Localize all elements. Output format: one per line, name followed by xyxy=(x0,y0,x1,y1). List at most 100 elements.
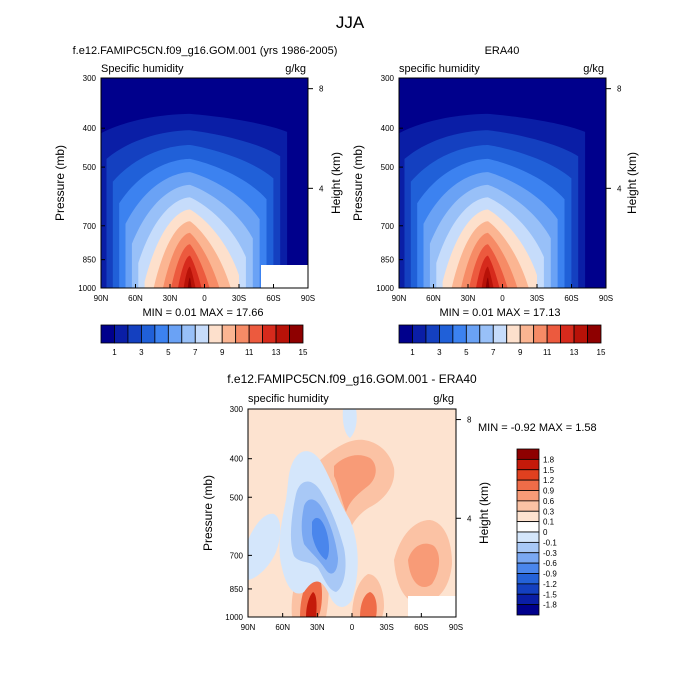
panel-model: f.e12.FAMIPC5CN.f09_g16.GOM.001 (yrs 198… xyxy=(53,45,343,357)
negative-region-left-edge xyxy=(248,513,281,580)
colorbar-swatch xyxy=(516,573,540,585)
colorbar-label: 13 xyxy=(570,348,579,357)
colorbar-label: 1.5 xyxy=(543,466,555,475)
colorbar-label: 0.6 xyxy=(543,497,555,506)
panel-era40-title: ERA40 xyxy=(485,45,520,57)
y-tick-label: 700 xyxy=(83,222,97,231)
colorbar-label: 3 xyxy=(139,348,144,357)
colorbar-swatch xyxy=(519,324,535,344)
colorbar-swatch xyxy=(516,448,540,460)
colorbar-swatch xyxy=(587,324,602,344)
x-tick-label: 90N xyxy=(392,294,407,303)
x-tick-label: 30S xyxy=(232,294,246,303)
colorbar-label: 11 xyxy=(245,348,254,357)
y-tick-label: 400 xyxy=(230,455,244,464)
panel-era40-plot xyxy=(399,78,606,288)
height-tick-label: 4 xyxy=(467,514,472,523)
panel-difference-missing-region xyxy=(408,596,456,617)
panel-era40-contours xyxy=(399,113,586,288)
x-tick-label: 0 xyxy=(202,294,207,303)
colorbar-label: -1.5 xyxy=(543,590,557,599)
x-tick-label: 60S xyxy=(564,294,578,303)
panel-difference-y-ticks: 300 400 500 700 850 1000 xyxy=(225,405,252,622)
y-tick-label: 500 xyxy=(230,493,244,502)
panel-difference-stats: MIN = -0.92 MAX = 1.58 xyxy=(478,422,597,434)
x-tick-label: 30N xyxy=(310,623,325,632)
colorbar-swatch xyxy=(492,324,508,344)
x-tick-label: 30S xyxy=(530,294,544,303)
height-tick-label: 8 xyxy=(617,85,622,94)
colorbar-label: 5 xyxy=(464,348,469,357)
positive-region-surface-right-core xyxy=(360,592,377,617)
negative-region-main-core xyxy=(312,517,329,560)
panel-model-y-ticks: 300 400 500 700 850 1000 xyxy=(78,74,105,293)
colorbar-label: 9 xyxy=(518,348,523,357)
colorbar-label: -0.6 xyxy=(543,559,557,568)
colorbar-label: -0.1 xyxy=(543,538,557,547)
colorbar-label: 0 xyxy=(543,528,548,537)
panel-model-x-ticks: 90N 60N 30N 0 30S 60S 90S xyxy=(94,284,315,303)
colorbar-label: 11 xyxy=(543,348,552,357)
colorbar-label: 5 xyxy=(166,348,171,357)
panel-era40-stats: MIN = 0.01 MAX = 17.13 xyxy=(439,307,560,319)
colorbar-label: 1 xyxy=(410,348,415,357)
colorbar-swatch xyxy=(194,324,210,344)
colorbar-swatch xyxy=(479,324,494,344)
contour-band xyxy=(183,266,196,288)
x-tick-label: 60N xyxy=(128,294,143,303)
panel-difference-colorbar: 1.81.51.20.90.60.30.10-0.1-0.3-0.6-0.9-1… xyxy=(516,448,557,616)
panel-difference-x-ticks: 90N 60N 30N 0 30S 60S 90S xyxy=(241,613,463,632)
panel-model-colorbar: 1 3 5 7 9 11 13 15 xyxy=(100,324,308,357)
colorbar-label: 1.2 xyxy=(543,476,555,485)
y-tick-label: 400 xyxy=(83,124,97,133)
colorbar-swatch xyxy=(100,324,115,344)
panel-model-left-label: Specific humidity xyxy=(101,63,184,75)
height-tick-label: 4 xyxy=(319,184,324,193)
x-tick-label: 90N xyxy=(94,294,109,303)
colorbar-label: 0.1 xyxy=(543,518,555,527)
panel-era40: ERA40 specific humidity g/kg Pressure (m… xyxy=(351,45,639,357)
height-tick-label: 8 xyxy=(319,85,324,94)
panel-difference-units: g/kg xyxy=(433,393,454,405)
colorbar-label: 15 xyxy=(597,348,606,357)
colorbar-swatch xyxy=(516,552,540,564)
colorbar-swatch xyxy=(127,324,142,344)
height-tick-label: 4 xyxy=(617,184,622,193)
height-tick-label: 8 xyxy=(467,416,472,425)
colorbar-swatch xyxy=(412,324,427,344)
main-title: JJA xyxy=(336,13,365,32)
colorbar-swatch xyxy=(516,469,540,481)
colorbar-swatch xyxy=(275,324,290,344)
y-tick-label: 1000 xyxy=(225,613,243,622)
y-tick-label: 850 xyxy=(230,585,244,594)
colorbar-label: 7 xyxy=(193,348,198,357)
panel-model-ylabel: Pressure (mb) xyxy=(53,145,67,221)
colorbar-swatch xyxy=(167,324,183,344)
colorbar-label: 1 xyxy=(112,348,117,357)
panel-difference-right-ticks: 84 xyxy=(456,416,472,523)
colorbar-swatch xyxy=(516,541,540,554)
colorbar-swatch xyxy=(114,324,129,344)
panel-model-contours xyxy=(101,113,288,288)
negative-region-top xyxy=(342,409,357,438)
colorbar-label: -1.8 xyxy=(543,601,557,610)
colorbar-swatch xyxy=(506,324,521,344)
panel-model-missing-region xyxy=(261,265,308,288)
colorbar-swatch xyxy=(208,324,223,344)
y-tick-label: 1000 xyxy=(78,284,96,293)
contour-band xyxy=(481,266,494,288)
panel-era40-left-label: specific humidity xyxy=(399,63,480,75)
x-tick-label: 60N xyxy=(426,294,441,303)
colorbar-swatch xyxy=(289,324,304,344)
x-tick-label: 60N xyxy=(275,623,290,632)
contour-band xyxy=(187,277,192,288)
panel-era40-units: g/kg xyxy=(583,63,604,75)
colorbar-swatch xyxy=(516,583,540,595)
colorbar-label: 15 xyxy=(299,348,308,357)
colorbar-swatch xyxy=(516,521,540,533)
y-tick-label: 700 xyxy=(230,551,244,560)
colorbar-swatch xyxy=(516,604,540,616)
y-tick-label: 700 xyxy=(381,222,395,231)
colorbar-swatch xyxy=(516,458,540,471)
